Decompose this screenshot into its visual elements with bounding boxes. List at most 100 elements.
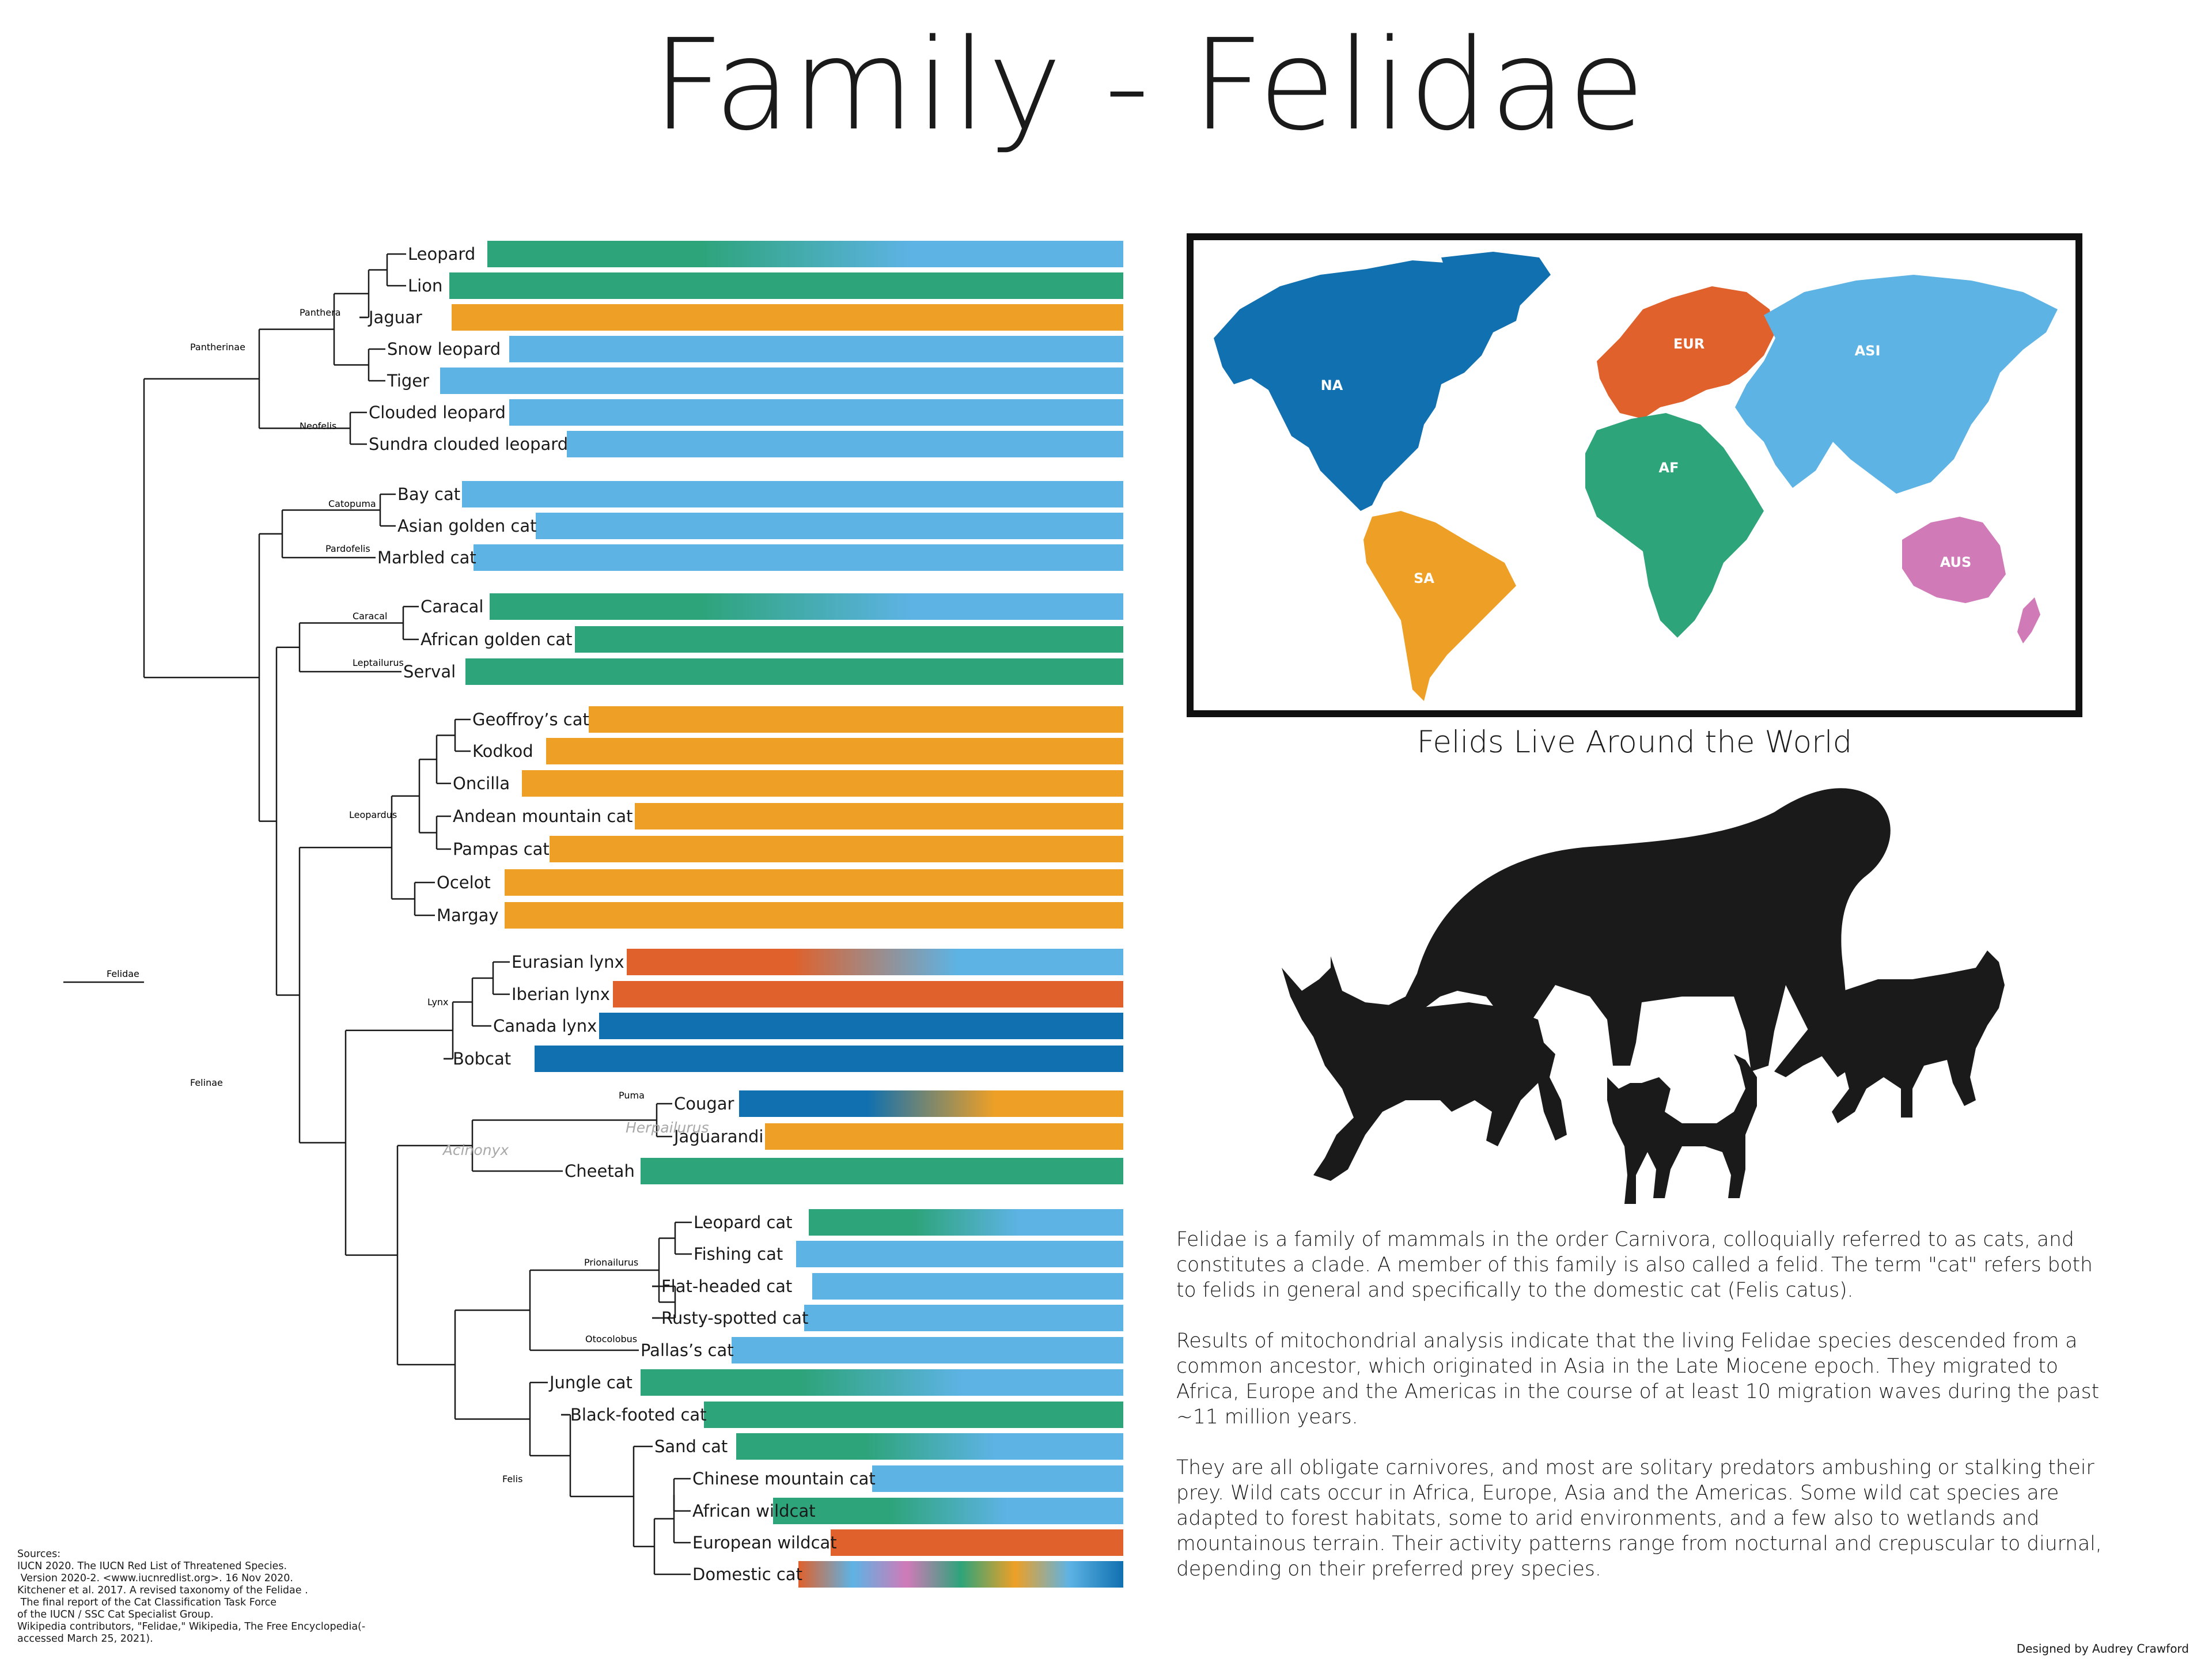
range-bar	[440, 368, 1123, 394]
sources-line: IUCN 2020. The IUCN Red List of Threaten…	[17, 1560, 287, 1572]
world-map: NA SA EUR AF ASI AUS	[1187, 233, 2082, 717]
greenland-shape	[1441, 252, 1551, 321]
range-bar	[509, 399, 1123, 426]
range-bar	[773, 1498, 1123, 1524]
species-label: Pallas’s cat	[641, 1340, 734, 1360]
range-bar	[641, 1369, 1123, 1396]
range-bar	[812, 1273, 1123, 1300]
species-label: Fishing cat	[694, 1244, 783, 1264]
species-label: African wildcat	[692, 1501, 816, 1521]
range-bar	[509, 336, 1123, 362]
gen: Neofelis	[300, 421, 336, 431]
species-label: Asian golden cat	[397, 516, 537, 536]
range-bar	[765, 1123, 1123, 1150]
gen: Felis	[502, 1474, 522, 1484]
gen: Pardofelis	[325, 543, 370, 554]
small-wildcat-silhouette	[1774, 950, 2005, 1123]
species-label: Flat-headed cat	[661, 1277, 792, 1296]
species-label: Andean mountain cat	[453, 806, 632, 826]
description: Felidae is a family of mammals in the or…	[1176, 1227, 2109, 1607]
species-label: Cheetah	[565, 1161, 635, 1181]
sources-line: of the IUCN / SSC Cat Specialist Group.	[17, 1609, 214, 1620]
range-bar	[505, 902, 1123, 929]
description-paragraph: They are all obligate carnivores, and mo…	[1176, 1456, 2102, 1581]
description-paragraph: Results of mitochondrial analysis indica…	[1176, 1330, 2100, 1429]
lynx-silhouette	[1282, 956, 1567, 1181]
region-sa-shape	[1363, 511, 1516, 701]
range-bar	[798, 1561, 1123, 1588]
range-bar	[796, 1241, 1123, 1267]
region-na-shape	[1214, 260, 1522, 511]
species-label: Marbled cat	[377, 548, 476, 567]
sources-line: Version 2020-2. <www.iucnredlist.org>. 1…	[17, 1573, 293, 1584]
map-label-asi: ASI	[1855, 343, 1881, 359]
sources-line: The final report of the Cat Classificati…	[17, 1597, 277, 1608]
range-bar	[474, 544, 1123, 571]
map-label-na: NA	[1321, 377, 1343, 393]
range-bar	[739, 1090, 1123, 1117]
species-label: Leopard cat	[694, 1213, 793, 1232]
species-label: African golden cat	[421, 630, 572, 649]
species-label: European wildcat	[692, 1533, 837, 1552]
species-label: Caracal	[421, 597, 484, 616]
gen: Panthera	[300, 307, 341, 318]
species-label: Black-footed cat	[570, 1405, 707, 1425]
species-label: Leopard	[408, 244, 475, 264]
range-bar	[635, 803, 1123, 830]
range-bar	[589, 706, 1123, 733]
range-bar	[641, 1158, 1123, 1184]
gen: Lynx	[427, 997, 449, 1007]
species-label: Sundra clouded leopard	[369, 434, 568, 454]
species-label: Clouded leopard	[369, 403, 506, 422]
gen: Caracal	[353, 611, 387, 622]
species-label: Sand cat	[654, 1437, 728, 1456]
sub: Felinae	[190, 1077, 223, 1088]
range-bar	[872, 1465, 1123, 1492]
gen: Otocolobus	[585, 1334, 637, 1344]
species-label: Jaguarandi	[673, 1127, 763, 1146]
range-bar	[567, 431, 1123, 457]
range-bar	[831, 1529, 1123, 1556]
range-bar	[804, 1305, 1123, 1331]
gen: Herpailurus	[626, 1119, 709, 1136]
sources-line: Sources:	[17, 1548, 61, 1560]
designer-credit: Designed by Audrey Crawford	[2016, 1642, 2189, 1656]
range-bar	[505, 869, 1123, 896]
description-paragraph: Felidae is a family of mammals in the or…	[1176, 1228, 2093, 1302]
species-label: Snow leopard	[387, 339, 501, 359]
gen: Catopuma	[328, 498, 376, 509]
range-bar	[462, 481, 1123, 507]
range-bar	[704, 1402, 1123, 1428]
species-label: Eurasian lynx	[512, 952, 624, 972]
gen: Leopardus	[349, 809, 397, 820]
species-label: Ocelot	[437, 873, 491, 892]
species-label: Canada lynx	[493, 1016, 597, 1036]
species-label: Bay cat	[397, 484, 460, 504]
range-bar	[449, 272, 1123, 299]
range-bar	[452, 304, 1123, 331]
gen: Leptailurus	[353, 657, 404, 668]
range-bar	[487, 241, 1123, 267]
sources: Sources: IUCN 2020. The IUCN Red List of…	[17, 1548, 421, 1645]
range-bar	[535, 1046, 1123, 1072]
range-bar	[736, 1433, 1123, 1460]
fam: Felidae	[107, 968, 139, 979]
species-label: Tiger	[387, 371, 429, 391]
range-bar	[599, 1013, 1123, 1039]
range-bar	[809, 1209, 1123, 1236]
map-label-af: AF	[1659, 460, 1679, 476]
species-label: Rusty-spotted cat	[661, 1308, 808, 1328]
region-aus-shape	[1902, 517, 2006, 603]
species-label: Domestic cat	[692, 1565, 802, 1584]
domestic-cat-silhouette	[1607, 1054, 1757, 1204]
species-label: Pampas cat	[453, 839, 550, 859]
region-eur-shape	[1597, 286, 1775, 419]
new-zealand-shape	[2017, 597, 2040, 643]
sources-line: Wikipedia contributors, "Felidae," Wikip…	[17, 1621, 366, 1633]
gen: Prionailurus	[584, 1257, 638, 1268]
map-caption: Felids Live Around the World	[1416, 725, 1853, 760]
range-bar	[550, 836, 1123, 862]
world-map-svg: NA SA EUR AF ASI AUS	[1214, 252, 2058, 701]
map-label-aus: AUS	[1940, 554, 1972, 570]
cat-silhouettes	[1282, 788, 2005, 1204]
